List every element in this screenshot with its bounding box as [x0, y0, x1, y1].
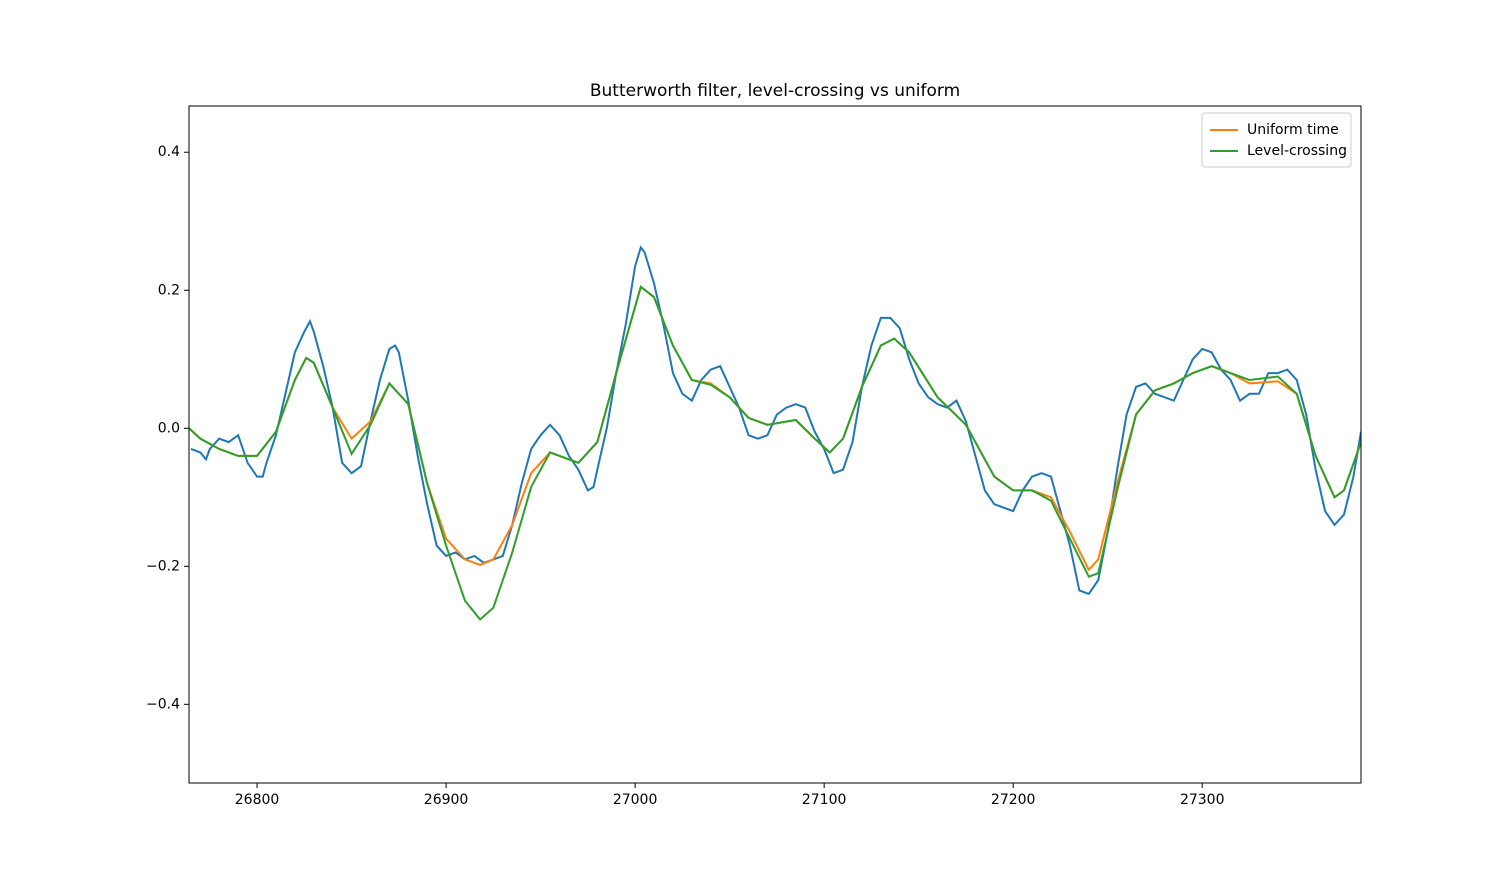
- x-tick-label: 27100: [802, 792, 847, 808]
- series-line: [189, 285, 1361, 572]
- y-tick-label: 0.2: [158, 282, 180, 298]
- x-tick-label: 26900: [424, 792, 469, 808]
- x-tick-label: 27200: [991, 792, 1036, 808]
- legend-label: Level-crossing: [1247, 143, 1347, 159]
- legend-box: [1201, 112, 1352, 168]
- x-tick-label: 27000: [613, 792, 658, 808]
- y-tick-label: 0.0: [158, 420, 180, 436]
- x-tick-label: 26800: [235, 792, 280, 808]
- y-tick-label: 0.4: [158, 144, 180, 160]
- series-line: [189, 285, 1361, 621]
- chart-title: Butterworth filter, level-crossing vs un…: [590, 81, 960, 101]
- y-tick-label: −0.4: [146, 696, 180, 712]
- series-line: [190, 245, 1361, 596]
- legend-label: Uniform time: [1247, 122, 1339, 138]
- plot-frame: [188, 105, 1362, 784]
- x-tick-label: 27300: [1180, 792, 1225, 808]
- y-tick-label: −0.2: [146, 558, 180, 574]
